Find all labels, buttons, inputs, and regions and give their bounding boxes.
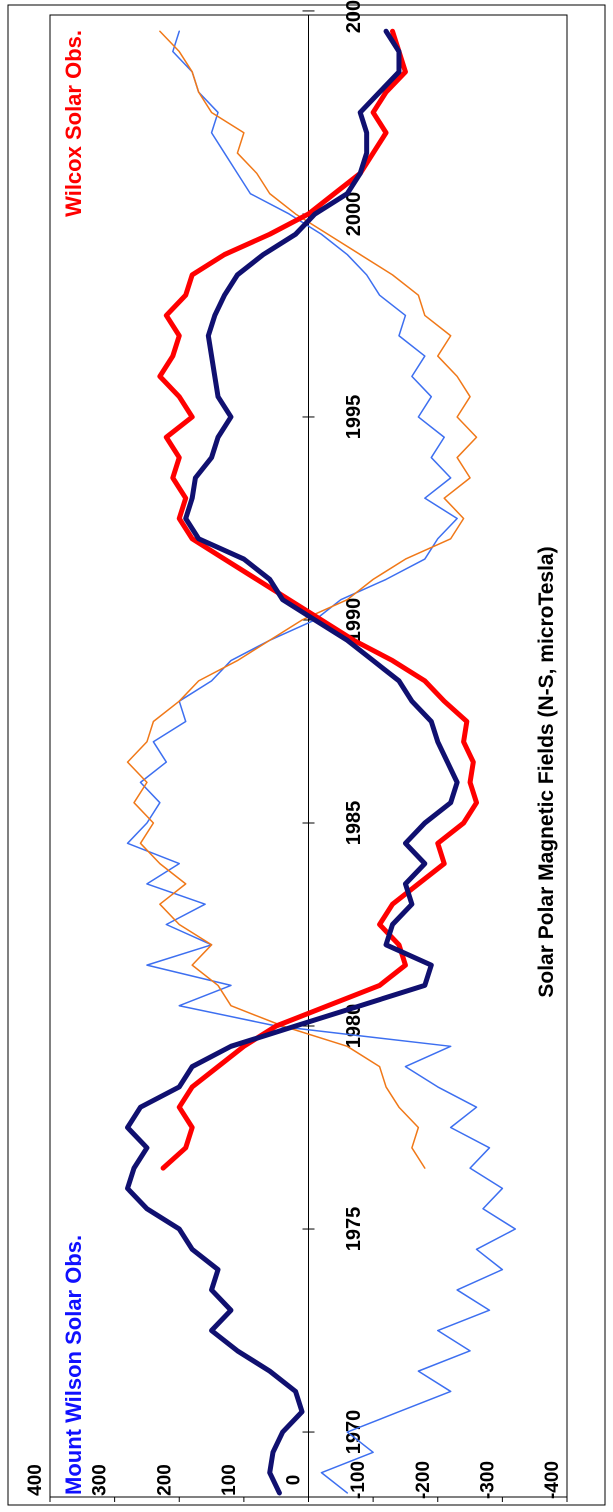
rotated-plot: Solar Polar Magnetic Fields (N-S, microT… xyxy=(25,0,568,1502)
x-tick-label: 1980 xyxy=(343,1004,365,1049)
annotation: Wilcox Solar Obs. xyxy=(61,30,86,217)
y-tick-label: 300 xyxy=(90,1464,111,1496)
x-tick-label: 2005 xyxy=(343,0,365,33)
y-tick-label: -300 xyxy=(477,1461,498,1499)
series-line xyxy=(126,30,517,1494)
annotation: Mount Wilson Solar Obs. xyxy=(61,1235,86,1495)
y-tick-label: 100 xyxy=(219,1464,240,1496)
x-tick-label: 1985 xyxy=(343,801,365,846)
x-tick-label: 1970 xyxy=(343,1410,365,1455)
y-tick-label: 400 xyxy=(25,1464,46,1496)
x-tick-label: 2000 xyxy=(343,192,365,237)
y-tick-label: -100 xyxy=(348,1461,369,1499)
y-tick-label: -200 xyxy=(413,1461,434,1499)
series-line xyxy=(126,30,478,1169)
series-line xyxy=(157,28,480,1171)
x-tick-label: 1975 xyxy=(343,1207,365,1252)
x-tick-label: 1990 xyxy=(343,598,365,643)
y-tick-label: 0 xyxy=(284,1475,305,1486)
x-tick-label: 1995 xyxy=(343,395,365,440)
outer-frame xyxy=(7,4,606,1506)
chart-title: Solar Polar Magnetic Fields (N-S, microT… xyxy=(535,546,558,997)
series-line xyxy=(125,28,460,1496)
y-tick-label: -400 xyxy=(542,1461,563,1499)
y-tick-label: 200 xyxy=(154,1464,175,1496)
